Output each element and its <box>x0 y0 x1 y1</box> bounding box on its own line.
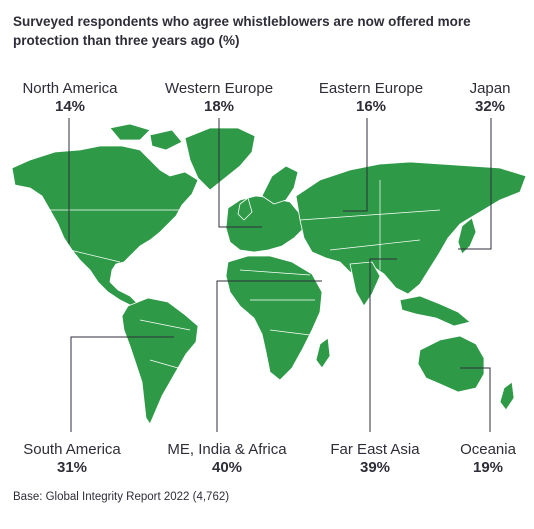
region-label-oceania: Oceania 19% <box>448 441 528 477</box>
chart-title: Surveyed respondents who agree whistlebl… <box>13 14 471 48</box>
region-label-eastern-europe: Eastern Europe 16% <box>307 80 435 116</box>
region-value: 18% <box>203 98 235 115</box>
uk-landmass <box>237 197 253 221</box>
new-zealand-landmass <box>499 381 515 411</box>
europe-landmass <box>225 195 305 253</box>
region-value: 40% <box>211 459 243 476</box>
india-landmass <box>349 261 381 307</box>
region-label-me-india-africa: ME, India & Africa 40% <box>152 441 302 477</box>
region-label-japan: Japan 32% <box>455 80 525 116</box>
south-america-landmass <box>121 297 199 425</box>
region-name: Eastern Europe <box>318 80 424 97</box>
leader-oceania <box>460 367 491 432</box>
madagascar-landmass <box>315 337 331 369</box>
region-value: 14% <box>54 98 86 115</box>
scandinavia-landmass <box>261 165 299 205</box>
country-borders <box>50 180 441 369</box>
region-value: 19% <box>472 459 504 476</box>
region-name: Oceania <box>460 441 516 458</box>
region-label-western-europe: Western Europe 18% <box>155 80 283 116</box>
region-value: 32% <box>474 98 506 115</box>
north-america-landmass <box>11 145 199 307</box>
region-name: Western Europe <box>164 80 274 97</box>
arctic-island <box>109 123 151 141</box>
greenland-landmass <box>184 127 256 191</box>
region-name: North America <box>22 80 118 97</box>
africa-landmass <box>225 255 323 381</box>
leader-western-europe <box>218 118 262 228</box>
southeast-asia-islands <box>399 295 471 327</box>
region-value: 39% <box>359 459 391 476</box>
region-label-south-america: South America 31% <box>12 441 132 477</box>
base-note: Base: Global Integrity Report 2022 (4,76… <box>13 491 230 503</box>
leader-far-east-asia <box>369 258 397 432</box>
region-value: 31% <box>56 459 88 476</box>
region-name: South America <box>23 441 121 458</box>
japan-landmass <box>457 217 477 255</box>
leader-south-america <box>70 336 174 432</box>
region-label-far-east-asia: Far East Asia 39% <box>320 441 430 477</box>
australia-landmass <box>417 335 485 393</box>
leader-eastern-europe <box>343 118 368 212</box>
region-name: ME, India & Africa <box>167 441 287 458</box>
leader-japan <box>458 118 492 250</box>
arctic-island <box>149 129 183 151</box>
region-name: Japan <box>469 80 511 97</box>
region-name: Far East Asia <box>330 441 420 458</box>
leader-me-india-africa <box>216 280 322 432</box>
region-label-north-america: North America 14% <box>10 80 130 116</box>
region-value: 16% <box>355 98 387 115</box>
leader-lines <box>68 118 492 432</box>
asia-landmass <box>295 161 527 295</box>
